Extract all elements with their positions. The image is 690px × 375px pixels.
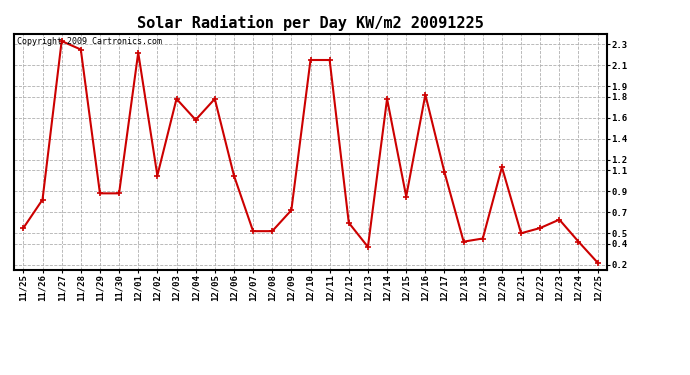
Text: Copyright 2009 Cartronics.com: Copyright 2009 Cartronics.com: [17, 37, 161, 46]
Title: Solar Radiation per Day KW/m2 20091225: Solar Radiation per Day KW/m2 20091225: [137, 15, 484, 31]
